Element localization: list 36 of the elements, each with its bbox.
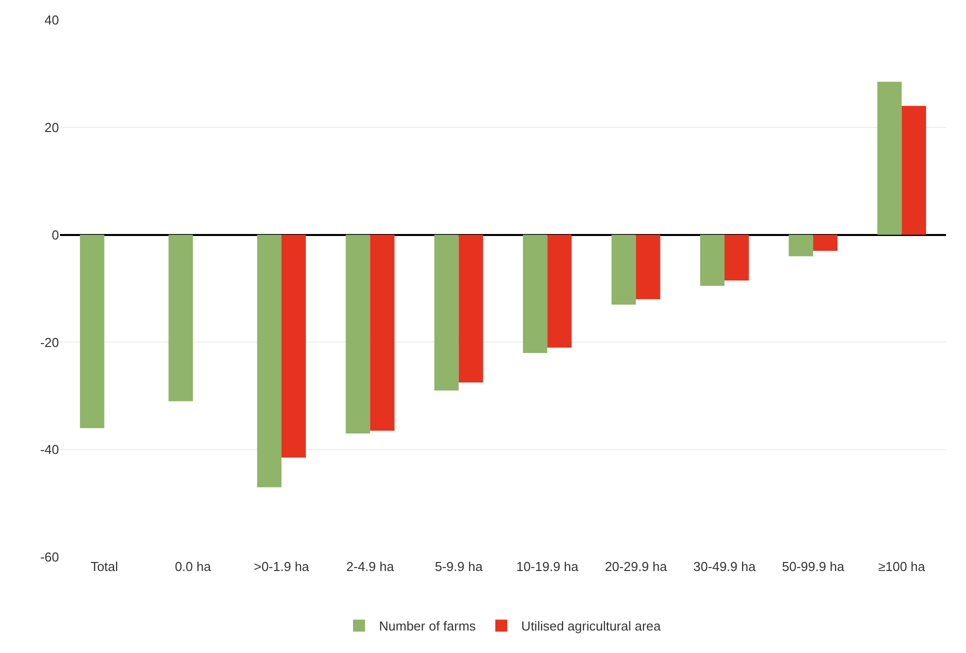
y-tick-label: 0: [52, 227, 59, 242]
x-tick-label: >0-1.9 ha: [254, 559, 310, 574]
x-tick-label: 0.0 ha: [174, 559, 212, 574]
legend-label: Utilised agricultural area: [521, 618, 662, 634]
bar: [434, 234, 459, 391]
x-tick-label: 50-99.9 ha: [782, 559, 845, 574]
bar: [612, 234, 636, 305]
bar: [813, 234, 838, 251]
x-tick-label: 10-19.9 ha: [516, 559, 580, 574]
bar: [700, 234, 724, 286]
y-tick-label: -60: [40, 550, 59, 565]
bar: [346, 234, 370, 434]
y-tick-label: -40: [40, 442, 59, 458]
y-tick-label: -20: [40, 334, 59, 350]
bar: [168, 234, 193, 402]
x-tick-label: Total: [90, 559, 118, 574]
bar: [257, 234, 282, 488]
bar: [877, 82, 902, 235]
bar: [370, 234, 394, 431]
bar: [636, 234, 660, 300]
x-tick-label: 30-49.9 ha: [693, 559, 756, 574]
y-tick-label: 20: [44, 120, 59, 135]
x-tick-label: 2-4.9 ha: [346, 559, 395, 574]
bar: [80, 234, 104, 428]
bar: [282, 234, 306, 458]
bar: [547, 234, 572, 348]
x-tick-label: ≥100 ha: [878, 559, 926, 574]
x-tick-label: 20-29.9 ha: [604, 559, 668, 574]
bar: [522, 234, 548, 353]
y-tick-label: 40: [44, 12, 59, 28]
bar: [724, 234, 749, 280]
bar: [788, 234, 814, 256]
bar: [458, 234, 484, 382]
x-tick-label: 5-9.9 ha: [434, 559, 484, 574]
bar: [902, 106, 926, 235]
legend-label: Number of farms: [379, 618, 476, 634]
